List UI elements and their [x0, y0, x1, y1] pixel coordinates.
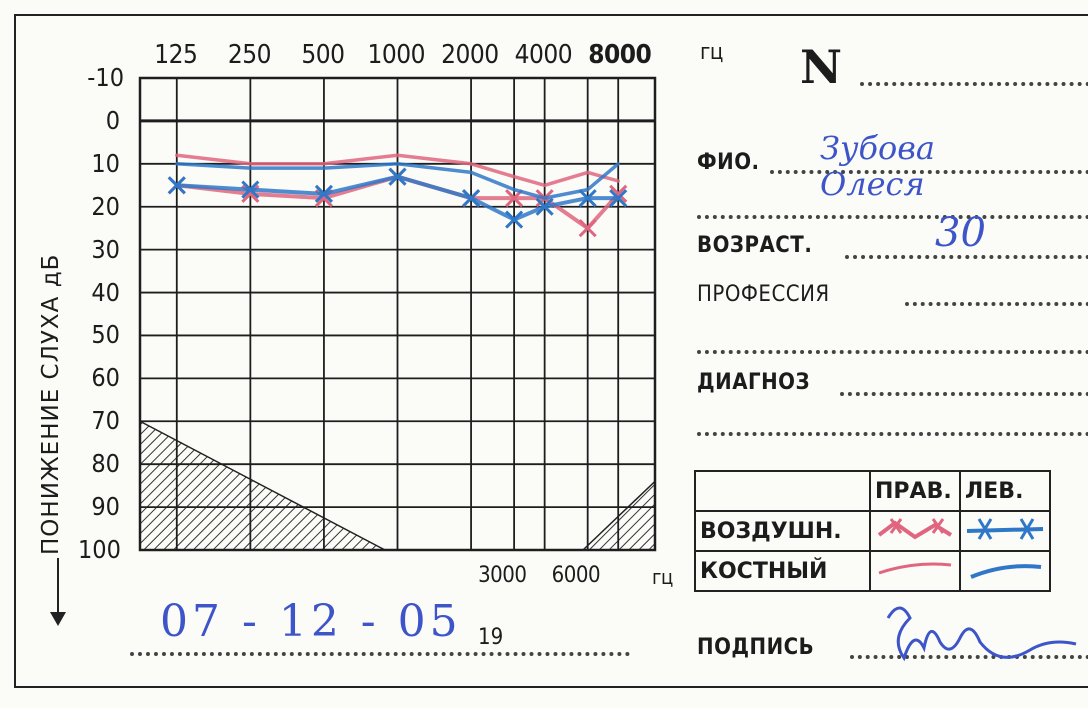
legend-corner: [694, 470, 871, 512]
data-point-left_air: [535, 197, 554, 216]
x-tick-label: 4000: [514, 40, 573, 70]
y-axis-label: ПОНИЖЕНИЕ СЛУХА дБ: [38, 253, 64, 555]
legend-bone-label: КОСТНЫЙ: [694, 550, 871, 592]
year-prefix: 19: [478, 625, 504, 650]
profession-dots-2: [697, 350, 1088, 354]
signature-label: ПОДПИСЬ: [697, 635, 815, 660]
x-tick-label: 1000: [367, 40, 426, 70]
x-tick-label: 125: [154, 40, 198, 70]
series-line-left_bone: [175, 162, 620, 200]
card-border: [14, 14, 1088, 688]
x-tick-label: 2000: [441, 40, 499, 70]
y-tick-label: 20: [91, 191, 120, 221]
y-tick-label: 60: [91, 363, 120, 393]
hz-unit-top: гц: [700, 40, 723, 65]
data-point-left_air: [241, 180, 260, 199]
data-point-left_air: [167, 176, 186, 195]
x-tick-label: 250: [227, 40, 272, 70]
legend-left-air-mark: [959, 510, 1051, 552]
exam-date: 07 - 12 - 05: [160, 596, 462, 647]
data-point-left_air: [388, 167, 407, 186]
legend-air-label: ВОЗДУШН.: [694, 510, 871, 552]
diagnosis-dots: [840, 392, 1088, 396]
age-label: ВОЗРАСТ.: [697, 233, 813, 258]
y-tick-label: 10: [91, 148, 120, 178]
y-tick-label: 50: [91, 320, 120, 350]
date-dots: [130, 652, 630, 656]
fio-handwritten: Зубова Олеся: [820, 129, 935, 203]
y-axis-arrowhead: [50, 612, 66, 626]
fio-dots-2: [697, 215, 1088, 219]
legend-table: ПРАВ. ЛЕВ. ВОЗДУШН. КОСТНЫЙ: [694, 470, 1051, 592]
age-handwritten: 30: [935, 210, 986, 256]
data-point-left_air: [578, 189, 597, 208]
age-dots: [845, 255, 1088, 259]
x-tick-label: 500: [301, 40, 345, 70]
y-axis-arrow: [57, 558, 59, 618]
profession-dots: [905, 302, 1088, 306]
x-extra-tick-label: 3000: [478, 563, 527, 588]
fio-dots: [770, 170, 1088, 174]
data-point-right_air: [578, 219, 597, 238]
legend-left-header: ЛЕВ.: [959, 470, 1051, 512]
y-tick-label: 30: [91, 234, 120, 264]
y-tick-label: 90: [91, 492, 120, 522]
y-tick-label: -10: [87, 63, 124, 92]
legend-left-bone-mark: [959, 550, 1051, 592]
profession-label: ПРОФЕССИЯ: [697, 282, 830, 307]
legend-right-header: ПРАВ.: [869, 470, 961, 512]
legend-right-air-mark: [869, 510, 961, 552]
y-tick-label: 40: [91, 277, 120, 307]
hz-unit-bottom: гц: [652, 565, 673, 589]
x-extra-tick-label: 6000: [551, 563, 601, 588]
y-tick-label: 70: [91, 406, 120, 436]
y-tick-label: 100: [78, 535, 121, 564]
y-tick-label: 80: [91, 449, 120, 479]
diagnosis-dots-2: [697, 432, 1088, 436]
data-point-left_air: [314, 184, 333, 203]
fio-label: ФИО.: [697, 150, 760, 175]
data-point-left_air: [609, 189, 628, 208]
signature-dots: [850, 655, 1088, 659]
number-dots: [860, 82, 1088, 86]
card-number-label: N: [800, 40, 843, 94]
x-tick-label: 8000: [588, 40, 652, 70]
series-line-right_bone: [175, 153, 620, 188]
plot-frame: [138, 76, 657, 552]
data-point-left_air: [505, 210, 524, 229]
signature-scribble: [886, 606, 1077, 662]
data-point-left_air: [462, 189, 481, 208]
legend-right-bone-mark: [869, 550, 961, 592]
diagnosis-label: ДИАГНОЗ: [697, 370, 811, 395]
y-tick-label: 0: [105, 105, 120, 135]
